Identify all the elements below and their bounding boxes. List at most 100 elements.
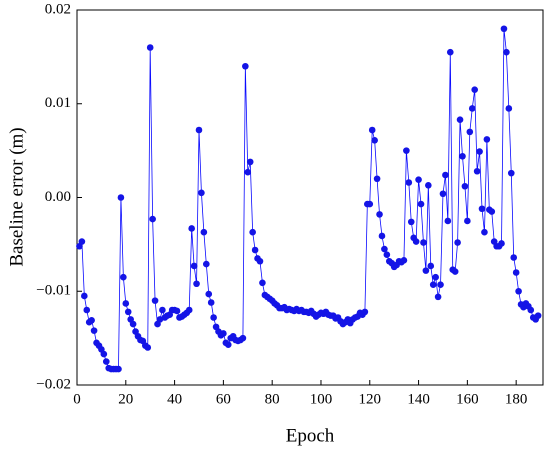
data-point [476, 148, 483, 155]
data-point [415, 176, 422, 183]
data-point [425, 182, 432, 189]
x-tick-label: 120 [359, 391, 382, 407]
data-point [124, 308, 132, 316]
data-point [510, 254, 518, 261]
data-point [459, 152, 466, 160]
data-line [79, 28, 539, 370]
data-point [200, 228, 208, 236]
data-point [256, 257, 264, 265]
data-point [190, 262, 198, 270]
data-point [403, 147, 410, 154]
data-point [173, 307, 181, 315]
data-point [198, 189, 205, 197]
data-point [117, 194, 125, 201]
data-point [444, 217, 452, 225]
x-tick-label: 160 [456, 391, 479, 407]
data-point [366, 200, 374, 208]
x-tick-label: 60 [216, 391, 231, 407]
data-point [483, 136, 491, 143]
data-point [224, 341, 232, 348]
data-point [488, 208, 496, 215]
data-point [88, 317, 95, 324]
data-point [188, 225, 195, 232]
data-point [78, 238, 86, 245]
data-point [527, 306, 535, 314]
data-point [376, 211, 383, 218]
data-point [437, 281, 444, 288]
data-point [159, 306, 166, 314]
data-point [239, 334, 247, 342]
data-point [498, 240, 505, 247]
data-point [468, 105, 476, 112]
data-point [249, 228, 256, 236]
data-point [464, 217, 471, 225]
data-point [368, 126, 376, 134]
data-point [466, 128, 474, 136]
data-point [512, 269, 520, 276]
x-tick-label: 40 [167, 391, 182, 407]
data-point [129, 320, 137, 328]
data-point [207, 299, 215, 306]
y-tick-label: 0.01 [45, 95, 71, 111]
data-point [378, 232, 386, 240]
data-point [456, 116, 464, 123]
data-point [146, 44, 154, 51]
data-point [115, 365, 122, 373]
x-tick-label: 80 [265, 391, 280, 407]
data-point [210, 314, 217, 321]
data-point [193, 280, 200, 288]
data-point [534, 312, 542, 319]
data-point [373, 175, 381, 183]
y-tick-label: 0.02 [45, 1, 71, 17]
data-point [442, 171, 449, 179]
data-point [205, 290, 213, 298]
data-point [507, 169, 515, 177]
data-point [405, 179, 413, 186]
data-point [383, 251, 391, 258]
data-point [120, 273, 127, 281]
x-tick-label: 20 [118, 391, 133, 407]
data-point [505, 105, 513, 112]
data-point [195, 126, 203, 134]
plot-frame [76, 9, 544, 386]
data-point [149, 215, 156, 223]
data-point [185, 306, 193, 314]
data-point [246, 158, 254, 166]
y-tick-label: −0.01 [36, 283, 71, 299]
x-tick-label: 140 [407, 391, 430, 407]
data-point [371, 137, 378, 144]
y-tick-label: −0.02 [36, 376, 71, 392]
x-tick-label: 0 [73, 391, 81, 407]
data-point [427, 262, 435, 270]
data-point [412, 238, 420, 245]
x-tick-label: 100 [310, 391, 333, 407]
data-point [122, 300, 130, 307]
data-point [251, 246, 259, 254]
data-point [478, 205, 486, 213]
data-point [361, 308, 369, 316]
data-point [471, 86, 478, 93]
data-point [432, 273, 439, 281]
data-point [400, 257, 408, 264]
data-point [461, 182, 469, 190]
data-point [151, 297, 159, 304]
data-point [203, 260, 210, 268]
data-point [420, 239, 427, 246]
data-point [446, 48, 454, 56]
data-point [417, 200, 425, 208]
data-point [515, 287, 522, 295]
data-point [220, 330, 227, 337]
data-point [439, 190, 447, 198]
y-tick-label: 0.00 [45, 189, 71, 205]
data-point [434, 293, 442, 301]
data-point [102, 358, 110, 365]
data-point [473, 167, 481, 175]
x-tick-label: 180 [505, 391, 528, 407]
data-point [429, 281, 437, 288]
data-point [144, 344, 152, 351]
data-point [81, 292, 88, 300]
data-point [454, 239, 461, 246]
data-point [503, 48, 510, 56]
data-point [242, 62, 249, 70]
